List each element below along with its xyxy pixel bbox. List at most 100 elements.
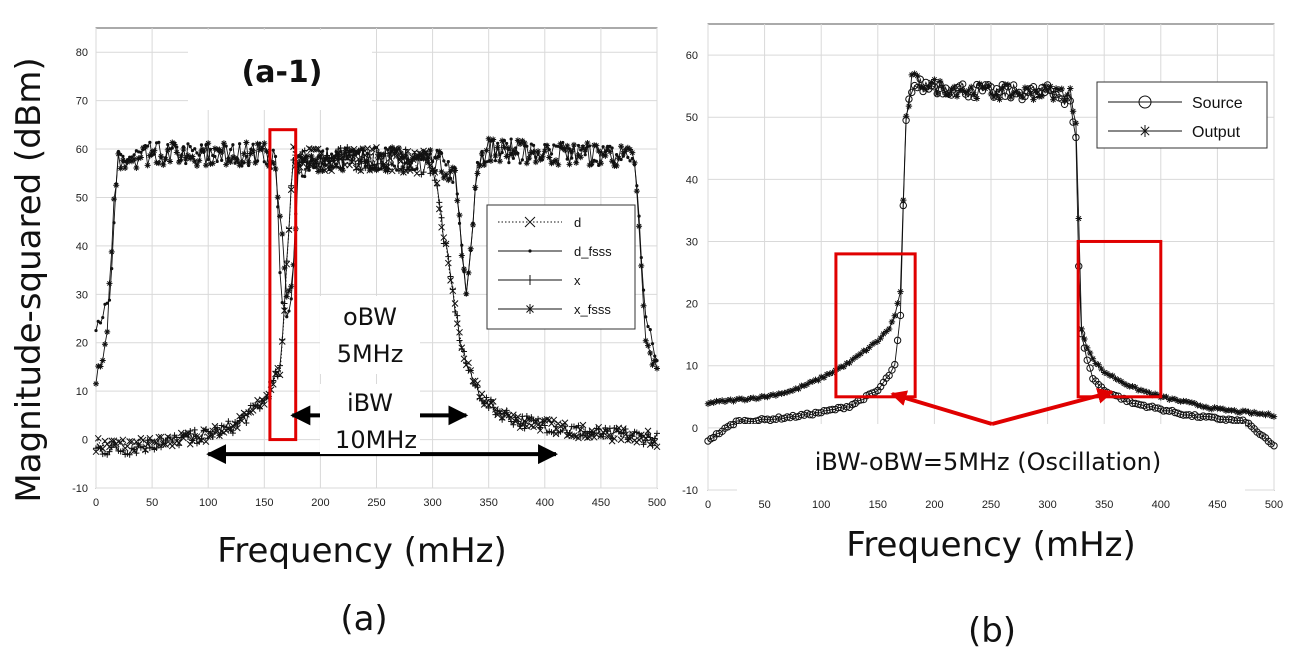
obw-label: oBW: [343, 303, 397, 331]
marker-Output: [1245, 408, 1252, 416]
marker-x_fsss: [597, 160, 604, 167]
marker-Output: [863, 347, 870, 354]
marker-Output: [851, 354, 859, 361]
marker-Output: [1174, 397, 1181, 404]
marker-x_fsss: [364, 158, 371, 165]
marker-Output: [1151, 390, 1159, 398]
x-tick-label: 50: [146, 497, 158, 509]
marker-x_fsss: [200, 147, 207, 154]
marker-x: [553, 423, 560, 430]
marker-x: [539, 419, 546, 426]
marker-d_fsss: [330, 152, 334, 156]
marker-x_fsss: [176, 159, 183, 166]
marker-x_fsss: [250, 147, 257, 154]
marker-Output: [1191, 400, 1198, 407]
marker-x_fsss: [211, 145, 218, 152]
marker-Output: [795, 385, 802, 393]
marker-x: [490, 404, 497, 411]
marker-d_fsss: [166, 143, 170, 147]
marker-Output: [911, 70, 918, 77]
marker-d_fsss: [229, 147, 233, 152]
marker-x_fsss: [416, 153, 423, 160]
marker-Output: [1061, 96, 1068, 104]
marker-Source: [1193, 413, 1202, 421]
marker-Output: [1265, 410, 1272, 417]
marker-Output: [1064, 91, 1071, 99]
marker-Output: [1185, 398, 1193, 406]
marker-x_fsss: [478, 150, 485, 157]
marker-Source: [1134, 400, 1142, 408]
marker-x_fsss: [389, 144, 396, 151]
marker-d_fsss: [289, 297, 293, 301]
marker-Output: [721, 398, 729, 406]
marker-x_fsss: [339, 167, 346, 174]
marker-x: [196, 439, 203, 446]
y-tick-label: 20: [76, 338, 88, 350]
marker-d_fsss: [220, 158, 224, 162]
legend-label-Source: Source: [1192, 95, 1243, 112]
marker-x: [645, 431, 652, 438]
marker-x: [279, 336, 286, 343]
y-tick-label: -10: [682, 485, 698, 497]
marker-x: [339, 156, 346, 163]
marker-Output: [897, 288, 904, 295]
x-tick-label: 400: [536, 497, 554, 509]
marker-Source: [1029, 82, 1038, 91]
marker-x_fsss: [422, 150, 429, 157]
marker-x_fsss: [196, 157, 203, 164]
y-tick-label: 10: [686, 361, 698, 373]
marker-x: [600, 433, 607, 440]
marker-x_fsss: [256, 146, 263, 153]
marker-x: [438, 214, 445, 221]
ibw-value: 10MHz: [335, 426, 417, 454]
marker-Output: [1024, 85, 1031, 92]
marker-d_fsss: [446, 159, 450, 164]
marker-Source: [797, 410, 806, 419]
marker-Output: [1236, 409, 1244, 416]
marker-d: [435, 205, 443, 213]
marker-d_fsss: [303, 174, 307, 179]
marker-x_fsss: [312, 156, 319, 163]
marker-x_fsss: [164, 146, 171, 153]
marker-x_fsss: [647, 350, 654, 357]
marker-Output: [965, 87, 972, 94]
marker-d_fsss: [101, 315, 105, 320]
marker-d_fsss: [285, 315, 289, 319]
marker-x_fsss: [499, 137, 506, 144]
marker-x: [443, 240, 450, 247]
marker-x: [492, 411, 499, 418]
marker-x_fsss: [445, 177, 452, 184]
marker-x_fsss: [135, 155, 142, 162]
marker-x: [654, 430, 660, 437]
highlight-box-a: [268, 128, 298, 442]
marker-x: [366, 151, 373, 158]
panel-label-b: (b): [968, 611, 1016, 651]
marker-d_fsss: [509, 137, 513, 141]
marker-x: [463, 360, 470, 367]
marker-d_fsss: [132, 153, 136, 157]
marker-Output: [1101, 369, 1108, 376]
marker-Source: [893, 336, 902, 345]
marker-Source: [726, 421, 735, 429]
marker-x_fsss: [487, 157, 494, 164]
y-tick-label: 10: [76, 386, 88, 398]
marker-x_fsss: [185, 152, 192, 159]
marker-d: [579, 421, 587, 429]
marker-x: [182, 429, 189, 436]
marker-x_fsss: [517, 141, 524, 148]
marker-x_fsss: [353, 149, 360, 156]
marker-x: [126, 451, 133, 458]
marker-x_fsss: [627, 146, 634, 153]
marker-x_fsss: [407, 159, 414, 166]
marker-x_fsss: [220, 140, 227, 147]
marker-d: [119, 436, 127, 444]
marker-Output: [741, 396, 748, 404]
marker-x: [272, 368, 279, 375]
marker-x_fsss: [223, 161, 230, 168]
marker-x_fsss: [523, 160, 530, 167]
marker-x_fsss: [476, 162, 483, 169]
marker-x_fsss: [438, 168, 445, 175]
marker-x_fsss: [602, 152, 609, 159]
x-tick-label: 350: [480, 497, 498, 509]
marker-d_fsss: [496, 141, 500, 145]
